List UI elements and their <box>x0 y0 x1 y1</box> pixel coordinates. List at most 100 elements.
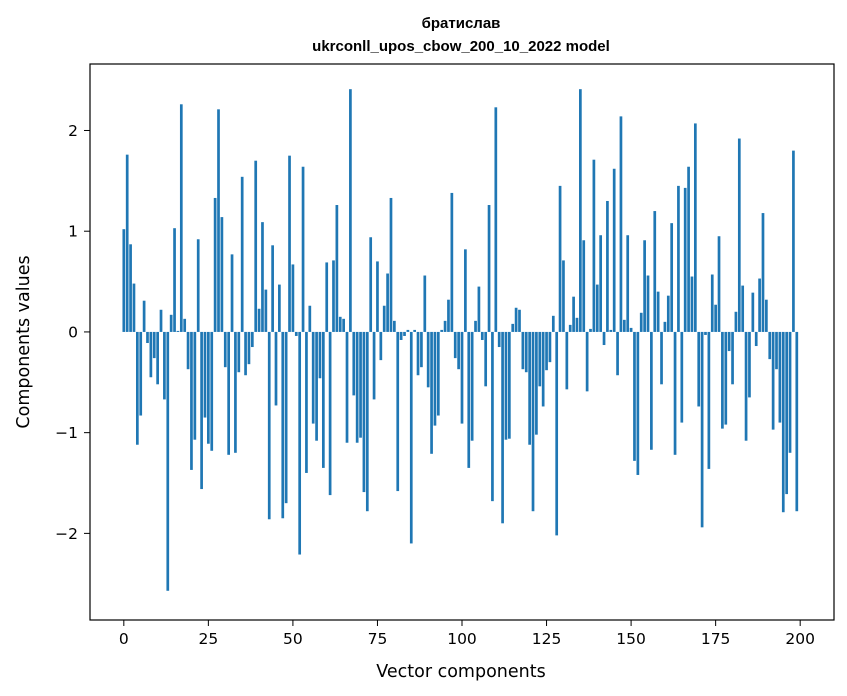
bar <box>453 331 457 359</box>
bar <box>751 292 755 332</box>
bar <box>200 331 203 490</box>
x-ticks: 0 25 50 75 100 125 150 175 200 <box>119 620 815 648</box>
bar <box>687 166 690 332</box>
bar <box>325 262 329 332</box>
bar <box>582 240 586 332</box>
bar <box>443 320 447 332</box>
bar <box>450 192 454 332</box>
bar <box>788 331 792 453</box>
bar <box>474 320 477 332</box>
bar <box>673 331 677 455</box>
bar <box>230 254 234 332</box>
bar <box>149 331 153 378</box>
bar <box>785 331 789 495</box>
bar <box>237 331 241 373</box>
bar <box>386 273 389 332</box>
y-axis-label: Components values <box>14 255 34 428</box>
bar <box>311 331 315 424</box>
bar <box>220 217 224 332</box>
bar <box>744 331 748 441</box>
bar <box>606 200 609 332</box>
bar <box>179 104 183 332</box>
bar <box>284 331 288 504</box>
bar <box>511 323 515 332</box>
plot-frame <box>89 63 835 621</box>
bar <box>288 155 291 332</box>
bar <box>535 331 538 435</box>
bar <box>602 331 606 346</box>
bar <box>484 331 488 387</box>
bar <box>693 123 697 332</box>
bar <box>190 331 193 470</box>
bar <box>264 289 268 332</box>
bar <box>345 331 349 443</box>
bar <box>298 331 302 555</box>
bar <box>244 331 247 376</box>
bar <box>592 159 596 332</box>
bar <box>227 331 231 455</box>
bar <box>616 331 619 376</box>
bar <box>717 236 721 332</box>
bar <box>166 331 170 591</box>
bar <box>321 331 325 468</box>
x-tick-label: 150 <box>616 630 646 648</box>
bar <box>433 331 437 426</box>
bars-group <box>122 89 799 591</box>
x-tick-label: 25 <box>198 630 218 648</box>
bar <box>639 312 643 332</box>
x-tick-label: 50 <box>283 630 303 648</box>
bar <box>122 229 126 332</box>
bar <box>650 331 653 450</box>
bar <box>622 319 626 332</box>
bar <box>267 331 271 520</box>
bar <box>748 331 751 398</box>
bar <box>721 331 724 429</box>
bar <box>183 318 187 332</box>
bar <box>125 154 129 332</box>
bar <box>666 295 670 332</box>
bar <box>761 213 765 332</box>
bar <box>494 107 498 332</box>
bar <box>775 331 778 370</box>
bar <box>464 249 467 332</box>
bar <box>680 331 684 423</box>
bar <box>163 331 166 400</box>
bar <box>146 331 149 344</box>
bar <box>359 331 362 438</box>
bar <box>491 331 494 502</box>
bar <box>355 331 359 443</box>
bar <box>186 331 190 370</box>
bar <box>173 228 176 332</box>
bar <box>707 331 711 469</box>
bar <box>477 286 481 332</box>
bar <box>683 187 687 332</box>
bar <box>217 109 220 332</box>
bar <box>501 331 504 524</box>
bar <box>278 284 281 332</box>
bar <box>731 331 734 385</box>
bar <box>210 331 214 451</box>
bar <box>670 223 674 332</box>
bar <box>234 331 237 453</box>
bar <box>203 331 207 418</box>
bar <box>254 160 258 332</box>
bar <box>139 331 143 416</box>
bar <box>524 331 528 373</box>
bar <box>399 331 403 340</box>
bar <box>315 331 318 441</box>
bar <box>352 331 356 396</box>
bar <box>565 331 569 390</box>
bar <box>487 205 491 332</box>
bar <box>646 275 650 332</box>
bar <box>518 309 521 332</box>
bar <box>294 331 298 336</box>
x-tick-label: 200 <box>785 630 815 648</box>
bar <box>548 331 552 363</box>
bar <box>514 307 518 332</box>
bar <box>393 320 396 332</box>
bar <box>778 331 782 423</box>
bar <box>416 331 420 376</box>
bar <box>281 331 285 519</box>
bar <box>426 331 430 388</box>
